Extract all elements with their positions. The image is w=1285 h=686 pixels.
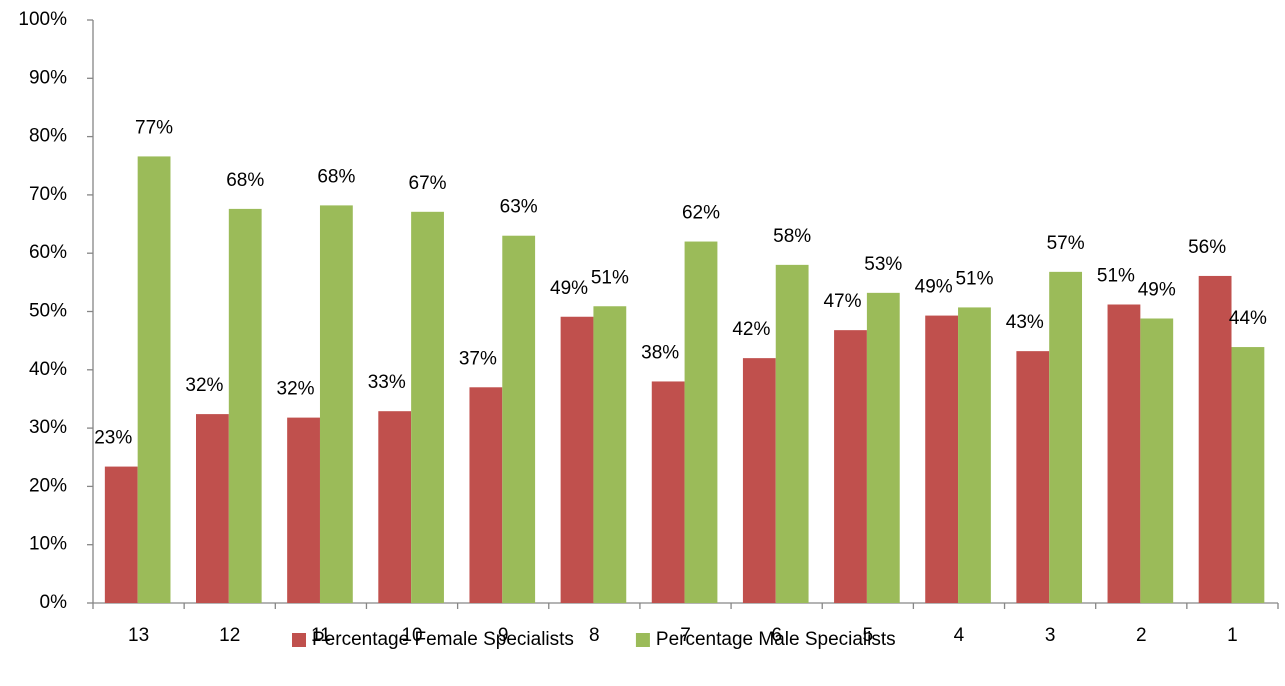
y-tick-label: 100%: [18, 9, 67, 30]
bar: [925, 315, 959, 603]
data-label: 37%: [459, 348, 497, 369]
y-tick-label: 40%: [29, 359, 67, 380]
bar: [651, 381, 685, 603]
data-label: 38%: [641, 342, 679, 363]
bar: [958, 307, 991, 603]
data-label: 33%: [368, 372, 406, 393]
data-label: 32%: [185, 375, 223, 396]
bar: [137, 156, 171, 603]
data-label: 53%: [864, 254, 902, 275]
bar: [1016, 351, 1050, 603]
data-label: 62%: [682, 203, 720, 224]
data-label: 49%: [915, 277, 953, 298]
data-label: 51%: [955, 268, 993, 289]
x-tick-label: 3: [1045, 625, 1056, 646]
bar: [834, 330, 867, 603]
bar: [1107, 304, 1141, 603]
data-label: 47%: [823, 291, 861, 312]
x-tick-label: 9: [498, 625, 509, 646]
x-tick-label: 10: [401, 625, 422, 646]
data-label: 42%: [732, 319, 770, 340]
bar: [196, 414, 229, 603]
data-label: 68%: [226, 170, 264, 191]
bar: [502, 235, 536, 603]
legend-label: Percentage Male Specialists: [656, 629, 896, 650]
data-label: 51%: [1097, 266, 1135, 287]
data-label: 44%: [1229, 308, 1267, 329]
bar: [469, 387, 503, 603]
data-label: 68%: [317, 166, 355, 187]
data-label: 23%: [94, 428, 132, 449]
bar: [1198, 275, 1232, 603]
legend-label: Percentage Female Specialists: [312, 629, 574, 650]
bar: [684, 241, 718, 604]
data-label: 49%: [550, 278, 588, 299]
y-tick-label: 30%: [29, 417, 67, 438]
bar: [1049, 271, 1083, 603]
y-tick-label: 0%: [40, 592, 68, 613]
bar: [866, 292, 900, 603]
bar: [560, 316, 594, 603]
x-tick-label: 4: [954, 625, 965, 646]
data-label: 49%: [1138, 280, 1176, 301]
data-label: 57%: [1047, 233, 1085, 254]
bar: [228, 208, 262, 603]
bar: [287, 417, 320, 603]
y-tick-label: 20%: [29, 475, 67, 496]
bar: [319, 205, 353, 604]
data-label: 67%: [409, 173, 447, 194]
data-label: 51%: [591, 267, 629, 288]
x-tick-label: 7: [680, 625, 691, 646]
bar: [1231, 347, 1265, 603]
bar: [1140, 318, 1174, 603]
x-tick-label: 1: [1227, 625, 1238, 646]
y-tick-label: 10%: [29, 534, 67, 555]
y-tick-label: 60%: [29, 242, 67, 263]
bar: [378, 411, 412, 603]
x-tick-label: 2: [1136, 625, 1147, 646]
legend-swatch: [635, 633, 650, 647]
data-label: 56%: [1188, 237, 1226, 258]
y-tick-label: 70%: [29, 184, 67, 205]
bar: [411, 211, 444, 603]
data-label: 77%: [135, 117, 173, 138]
bar: [775, 264, 809, 603]
legend-swatch: [292, 633, 306, 647]
data-label: 58%: [773, 226, 811, 247]
x-tick-label: 5: [863, 625, 874, 646]
x-tick-label: 13: [128, 625, 149, 646]
data-label: 32%: [277, 379, 315, 400]
y-tick-label: 80%: [29, 126, 67, 147]
data-label: 63%: [500, 197, 538, 218]
bar: [593, 306, 627, 603]
x-tick-label: 12: [219, 625, 240, 646]
x-tick-label: 8: [589, 625, 600, 646]
y-tick-label: 50%: [29, 301, 67, 322]
bar: [104, 466, 138, 603]
x-tick-label: 11: [311, 625, 331, 646]
bar: [742, 358, 776, 603]
x-tick-label: 6: [771, 625, 782, 646]
y-tick-label: 90%: [29, 67, 67, 88]
data-label: 43%: [1006, 312, 1044, 333]
